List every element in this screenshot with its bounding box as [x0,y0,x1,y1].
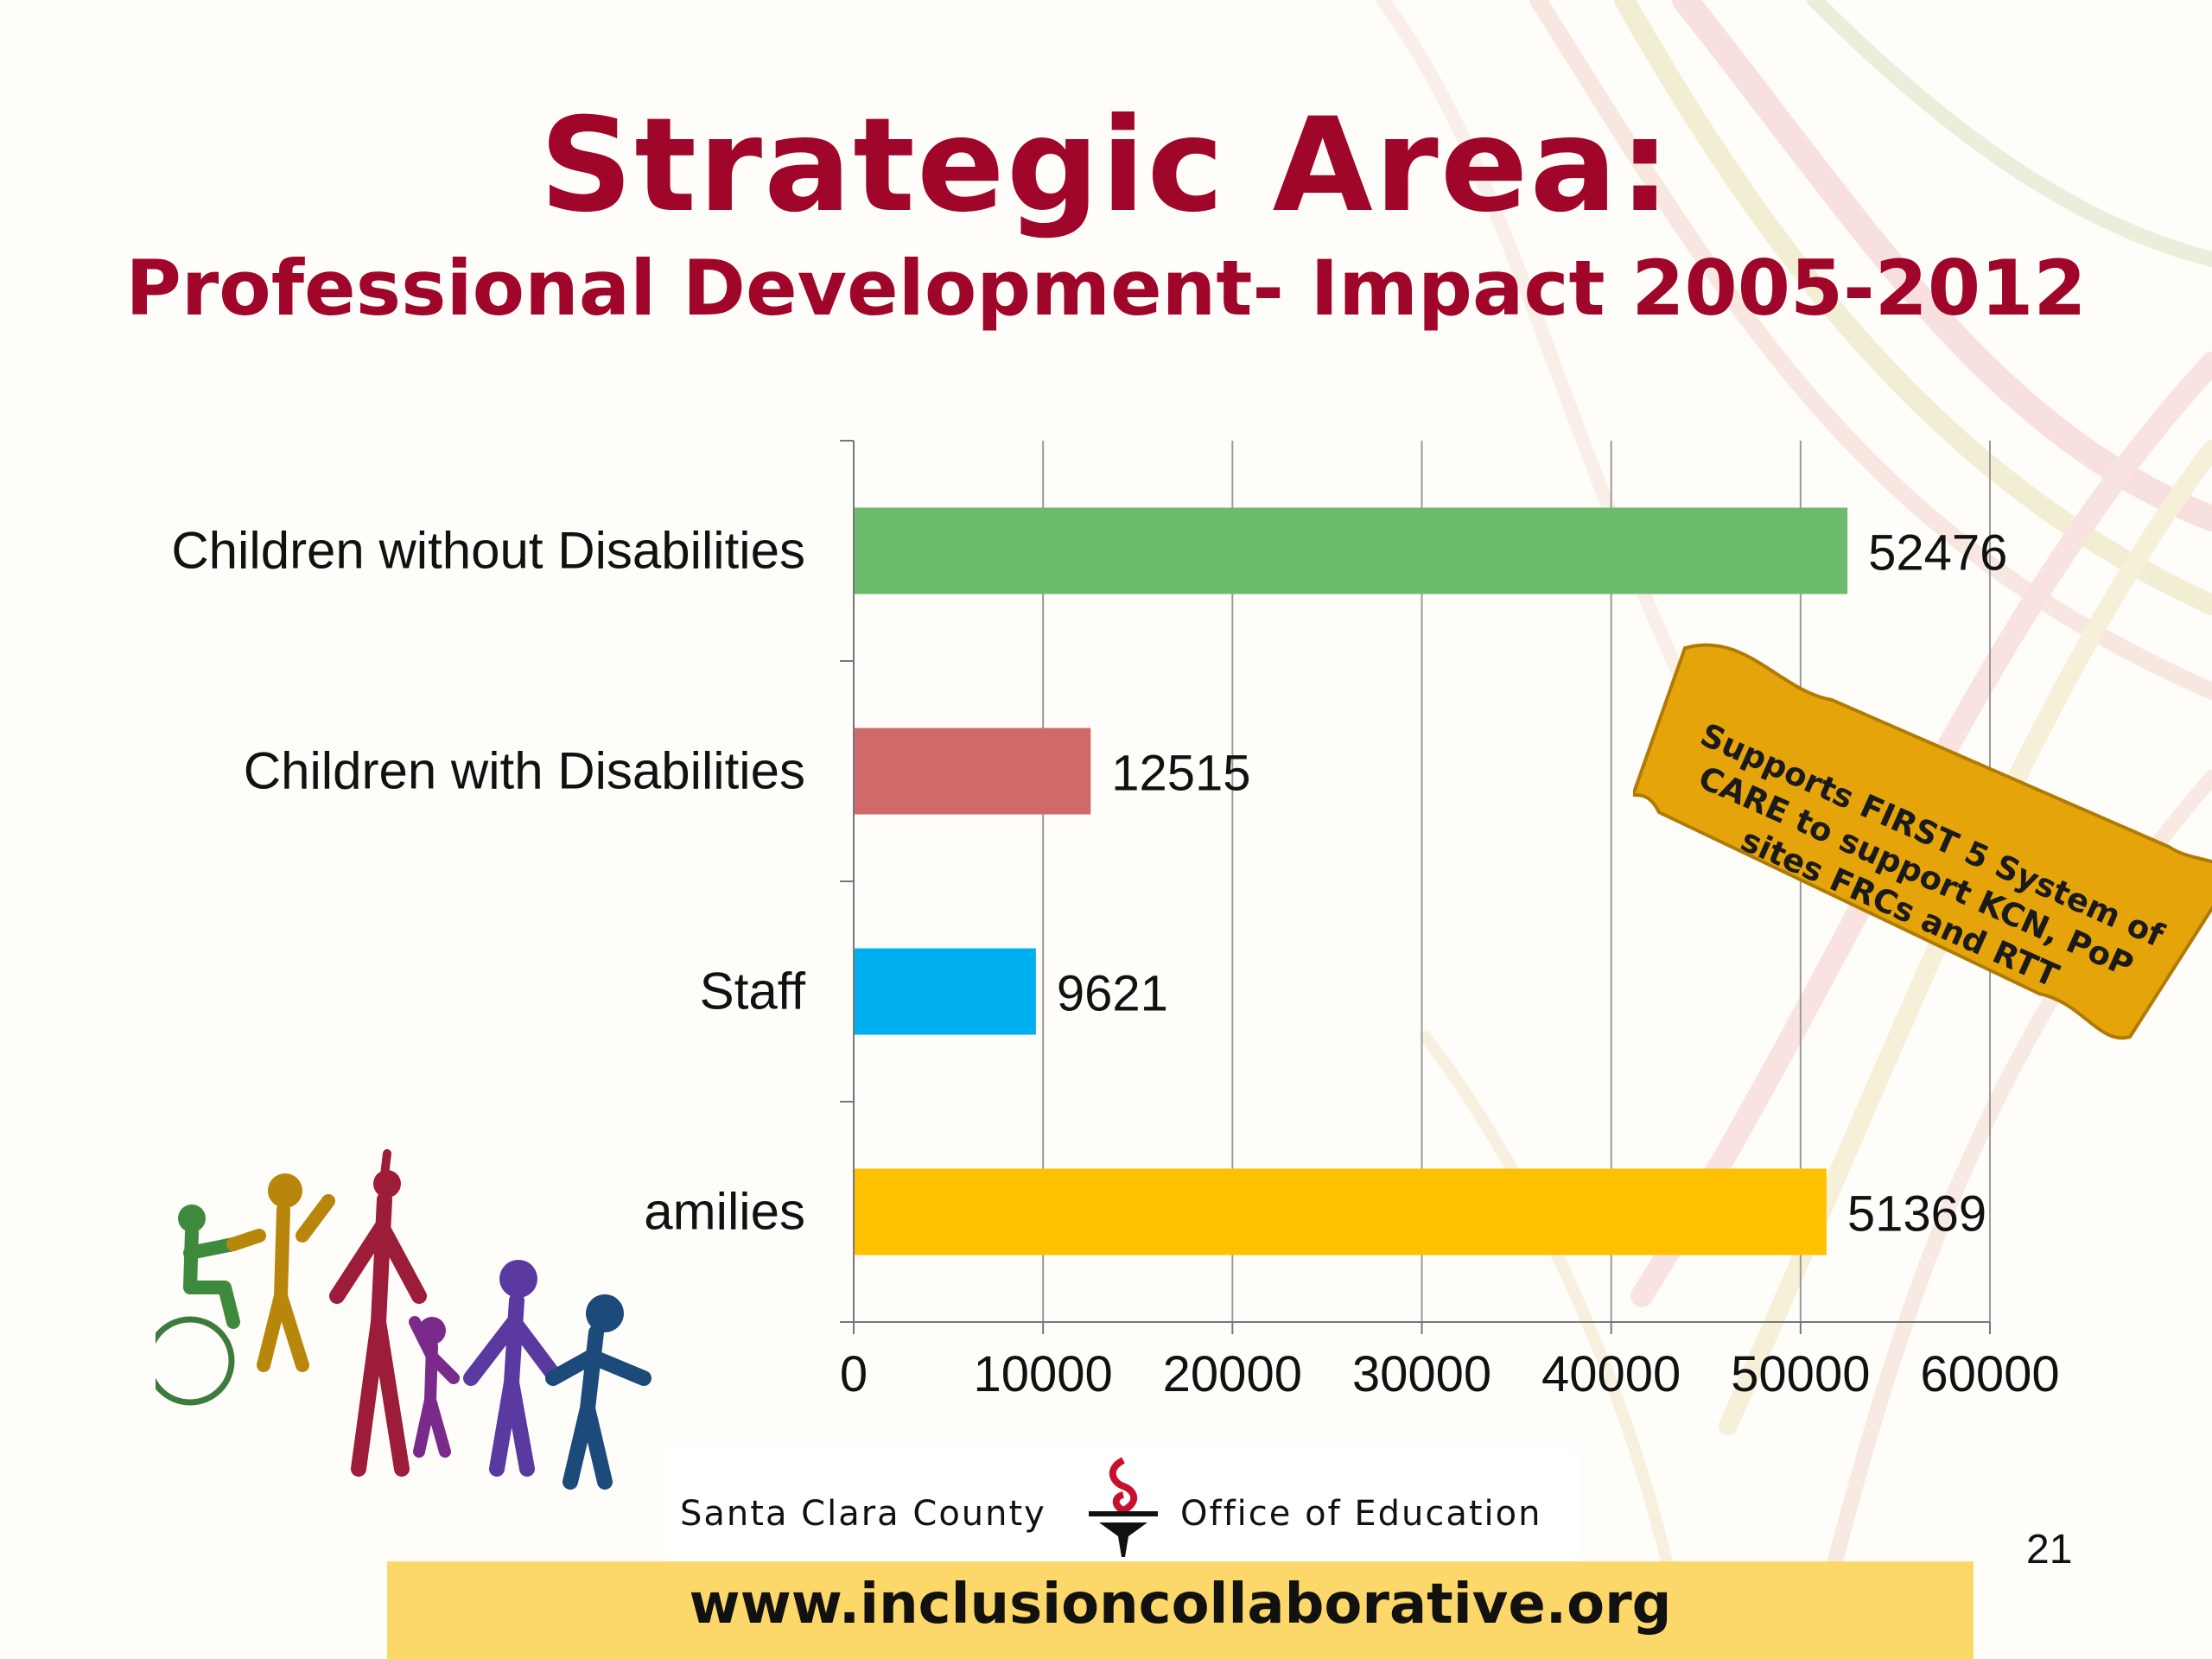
torch-logo-icon [1089,1457,1158,1557]
x-tick-label: 10000 [974,1346,1113,1402]
logo-right-text: Office of Education [1180,1494,1542,1534]
x-tick-label: 0 [840,1346,868,1402]
data-label: 51369 [1847,1186,1986,1243]
people-illustration [156,1149,652,1490]
x-tick-label: 20000 [1163,1346,1302,1402]
category-label: Staff [700,963,806,1020]
category-label: Children without Disabilities [171,522,805,580]
x-tick-label: 50000 [1731,1346,1870,1402]
axis-layer [840,440,1991,1334]
x-tick-label: 40000 [1541,1346,1681,1402]
bar-layer [855,507,1848,1255]
page-number: 21 [2026,1527,2073,1573]
label-layer: 0 10000 20000 30000 40000 50000 60000 Children … [171,522,2059,1403]
category-label: Children with Disabilities [244,742,805,800]
bar [855,507,1848,594]
slide-subtitle: Professional Development- Impact 2005-20… [125,244,2087,333]
x-tick-label: 30000 [1352,1346,1491,1402]
slide-title: Strategic Area: [539,91,1673,241]
logo-left-text: Santa Clara County [680,1494,1046,1534]
data-label: 9621 [1057,966,1168,1022]
category-label: amilies [644,1183,805,1241]
bar [855,948,1036,1035]
footer-bar [387,1561,1974,1659]
footer-url-link[interactable]: www.inclusioncollaborative.org [689,1573,1672,1637]
bar [855,1168,1827,1255]
x-tick-label: 60000 [1920,1346,2059,1402]
callout-banner [1633,643,2212,1040]
data-label: 12515 [1111,746,1250,802]
bar [855,728,1091,815]
data-label: 52476 [1868,525,2007,582]
